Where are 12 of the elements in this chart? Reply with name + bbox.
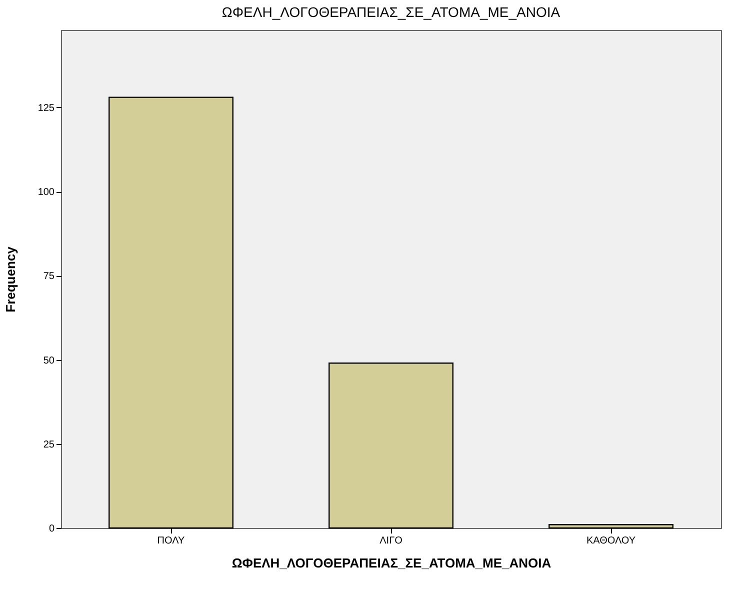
chart-title: ΩΦΕΛΗ_ΛΟΓΟΘΕΡΑΠΕΙΑΣ_ΣΕ_ΑΤΟΜΑ_ΜΕ_ΑΝΟΙΑ bbox=[222, 4, 561, 20]
x-tick-label: ΚΑΘΟΛΟΥ bbox=[586, 536, 636, 546]
y-axis-title: Frequency bbox=[2, 246, 18, 312]
y-tick-label: 25 bbox=[43, 439, 55, 450]
y-tick-label: 75 bbox=[43, 271, 55, 282]
y-tick-label: 50 bbox=[43, 355, 55, 366]
y-tick-label: 100 bbox=[38, 187, 55, 198]
y-tick-label: 0 bbox=[48, 524, 55, 534]
x-axis-title: ΩΦΕΛΗ_ΛΟΓΟΘΕΡΑΠΕΙΑΣ_ΣΕ_ΑΤΟΜΑ_ΜΕ_ΑΝΟΙΑ bbox=[232, 556, 552, 570]
y-tick-label: 125 bbox=[38, 102, 55, 114]
x-tick-label: ΛΙΓΟ bbox=[380, 536, 403, 546]
x-tick-label: ΠΟΛΥ bbox=[157, 536, 186, 546]
